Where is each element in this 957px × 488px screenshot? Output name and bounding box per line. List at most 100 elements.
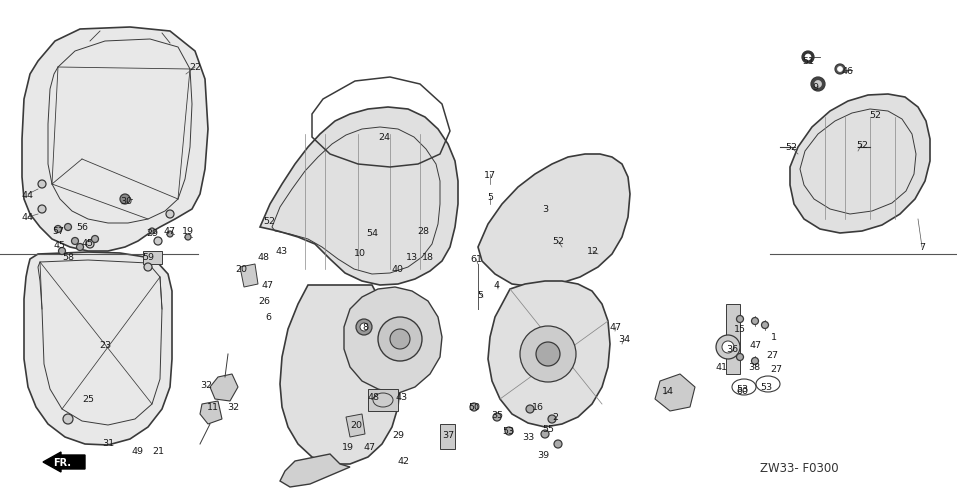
Text: 10: 10 [354,248,366,257]
Text: 47: 47 [364,442,376,450]
Circle shape [520,326,576,382]
Polygon shape [280,454,350,487]
Text: 1: 1 [771,333,777,342]
Text: 47: 47 [610,323,622,332]
Circle shape [64,224,72,231]
Circle shape [167,231,173,238]
Circle shape [722,341,734,353]
Circle shape [149,228,155,235]
Text: 32: 32 [200,380,212,389]
Circle shape [166,210,174,219]
Circle shape [58,248,65,255]
Polygon shape [240,264,258,287]
Polygon shape [200,401,222,424]
Text: 24: 24 [378,133,390,142]
Circle shape [154,238,162,245]
Polygon shape [488,282,610,427]
Circle shape [77,244,83,251]
Text: 30: 30 [120,197,132,206]
Text: 43: 43 [396,393,408,402]
Text: 41: 41 [716,363,728,372]
Circle shape [835,65,845,75]
Text: 2: 2 [552,413,558,422]
Text: 7: 7 [919,243,925,252]
Circle shape [390,329,410,349]
Text: 45: 45 [82,239,94,248]
Text: 47: 47 [262,280,274,289]
Circle shape [554,440,562,448]
Text: 26: 26 [258,297,270,306]
Polygon shape [790,95,930,234]
Circle shape [92,236,99,243]
Circle shape [814,81,821,88]
Polygon shape [22,28,208,251]
Text: 58: 58 [62,253,74,262]
Text: 3: 3 [542,205,548,214]
Text: 19: 19 [182,226,194,235]
Polygon shape [143,251,162,264]
Text: 56: 56 [76,223,88,232]
Text: 52: 52 [552,237,564,246]
Circle shape [716,335,740,359]
Circle shape [541,430,549,438]
Text: 57: 57 [52,227,64,236]
Text: 48: 48 [258,253,270,262]
Text: 45: 45 [54,240,66,249]
Circle shape [360,324,368,331]
Circle shape [762,322,768,329]
Text: 23: 23 [99,340,111,349]
Text: 38: 38 [748,363,760,372]
Text: 18: 18 [422,252,434,261]
Text: 8: 8 [362,322,368,331]
Text: 54: 54 [366,228,378,237]
Text: ZW33- F0300: ZW33- F0300 [760,461,838,473]
Circle shape [38,205,46,214]
Text: 47: 47 [164,227,176,236]
Text: 9: 9 [812,83,818,92]
Text: 36: 36 [726,345,738,354]
Text: 49: 49 [132,447,144,456]
FancyArrow shape [43,452,85,472]
Circle shape [86,241,94,248]
Circle shape [805,55,811,61]
Polygon shape [210,374,238,401]
Text: 22: 22 [189,63,201,72]
Text: 60: 60 [736,386,748,396]
Text: 25: 25 [82,395,94,404]
Text: 48: 48 [368,393,380,402]
Text: 31: 31 [102,439,114,447]
Text: 29: 29 [392,429,404,439]
Text: 50: 50 [468,403,480,412]
Text: 16: 16 [532,403,544,412]
Text: 35: 35 [491,409,503,419]
Text: 4: 4 [494,280,500,289]
Circle shape [751,358,759,365]
Text: 20: 20 [235,265,247,274]
Polygon shape [260,108,458,285]
Circle shape [55,226,61,233]
Text: 39: 39 [537,449,549,459]
Text: 13: 13 [406,253,418,262]
Text: 32: 32 [227,402,239,411]
Text: 61: 61 [470,255,482,264]
Circle shape [526,405,534,413]
Text: 43: 43 [276,247,288,256]
Text: 52: 52 [869,110,881,119]
Circle shape [378,317,422,361]
Text: 37: 37 [442,429,454,439]
Circle shape [737,354,744,361]
Polygon shape [280,285,400,464]
Polygon shape [344,287,442,394]
Polygon shape [440,424,455,449]
Circle shape [505,427,513,435]
Text: 5: 5 [477,290,483,299]
Text: 53: 53 [736,385,748,394]
Text: 11: 11 [207,403,219,412]
Circle shape [536,342,560,366]
Text: 27: 27 [766,350,778,359]
Text: 20: 20 [350,420,362,428]
Text: 34: 34 [618,335,630,344]
Text: 59: 59 [142,252,154,261]
Circle shape [802,52,814,64]
Text: 46: 46 [842,67,854,76]
